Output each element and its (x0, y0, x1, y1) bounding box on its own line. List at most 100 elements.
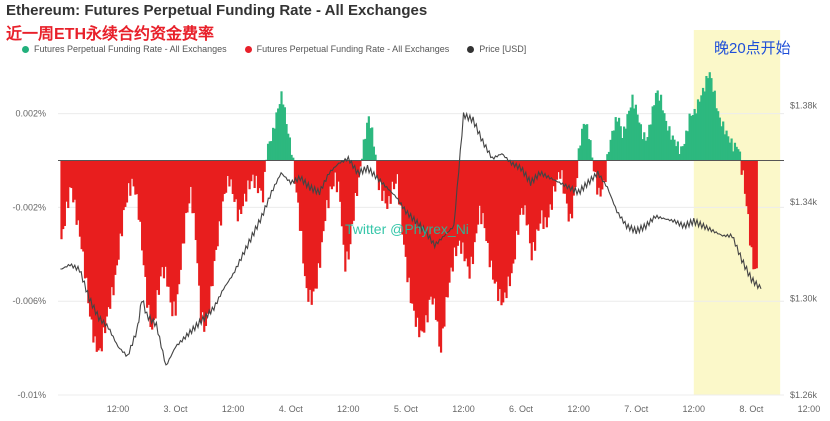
funding-bar-365 (673, 139, 676, 161)
funding-bar-66 (171, 160, 174, 317)
funding-bar-367 (676, 141, 679, 161)
funding-bar-125 (270, 141, 273, 161)
funding-bar-76 (188, 160, 191, 204)
funding-bar-343 (636, 114, 639, 161)
funding-bar-45 (135, 160, 139, 195)
funding-bar-322 (601, 160, 604, 190)
funding-bar-70 (177, 160, 181, 285)
funding-bar-302 (567, 160, 570, 222)
funding-bar-279 (528, 160, 532, 244)
funding-bar-46 (137, 160, 140, 220)
right-tick-label-3: $1.26k (790, 390, 818, 400)
funding-bar-192 (382, 160, 386, 191)
funding-bar-52 (147, 160, 150, 305)
funding-bar-259 (495, 160, 498, 282)
funding-bar-169 (344, 160, 347, 272)
x-tick-label-2: 12:00 (222, 404, 245, 414)
funding-bar-86 (204, 160, 208, 326)
funding-bar-142 (298, 160, 302, 231)
funding-bar-348 (644, 140, 648, 161)
funding-bar-200 (396, 160, 399, 175)
funding-bar-144 (302, 160, 305, 264)
funding-bar-105 (236, 160, 239, 222)
funding-bar-190 (379, 160, 382, 182)
funding-bar-30 (110, 160, 113, 288)
funding-bar-222 (433, 160, 436, 299)
funding-bar-325 (606, 154, 609, 161)
funding-bar-391 (717, 111, 720, 161)
legend-item-price[interactable]: Price [USD] (467, 44, 526, 54)
funding-bar-347 (643, 132, 646, 161)
funding-bar-370 (681, 146, 684, 161)
funding-bar-131 (280, 91, 283, 161)
funding-bar-37 (122, 160, 125, 211)
funding-bar-208 (409, 160, 412, 304)
right-tick-label-2: $1.30k (790, 293, 818, 303)
funding-bar-411 (750, 160, 753, 248)
funding-bar-151 (314, 160, 317, 289)
funding-bar-398 (728, 142, 732, 161)
funding-bar-361 (666, 130, 669, 161)
funding-bar-118 (258, 160, 261, 189)
funding-bar-285 (539, 160, 542, 224)
funding-bar-224 (436, 160, 439, 322)
funding-bar-327 (609, 139, 612, 161)
funding-bar-402 (735, 146, 738, 161)
funding-bar-255 (488, 160, 491, 268)
left-axis: 0.002% -0.002% -0.006% -0.01% (12, 109, 46, 400)
funding-bar-16 (87, 160, 90, 304)
funding-bar-49 (142, 160, 145, 266)
funding-bar-413 (754, 160, 757, 269)
funding-bar-286 (540, 160, 543, 211)
funding-bar-175 (354, 160, 357, 193)
legend-item-funding-positive[interactable]: Futures Perpetual Funding Rate - All Exc… (22, 44, 227, 54)
funding-bar-404 (738, 151, 742, 161)
x-tick-label-10: 12:00 (683, 404, 706, 414)
funding-bar-165 (337, 160, 340, 182)
funding-bar-321 (599, 160, 602, 197)
funding-bar-48 (141, 160, 144, 251)
funding-bar-303 (569, 160, 572, 214)
funding-bar-84 (201, 160, 204, 313)
funding-bar-330 (614, 117, 617, 161)
funding-bar-77 (189, 160, 192, 187)
funding-bar-178 (359, 160, 362, 167)
funding-bar-383 (703, 91, 706, 161)
funding-bar-225 (438, 160, 441, 347)
funding-bar-167 (340, 160, 344, 227)
funding-bar-186 (372, 146, 375, 161)
funding-bar-149 (310, 160, 313, 305)
funding-bar-267 (508, 160, 512, 287)
funding-bar-8 (73, 160, 77, 200)
funding-bar-375 (690, 115, 693, 161)
chart-title: Ethereum: Futures Perpetual Funding Rate… (6, 2, 428, 19)
funding-bar-74 (184, 160, 187, 214)
funding-bar-245 (471, 160, 475, 265)
funding-bar-126 (272, 127, 275, 161)
funding-bar-71 (179, 160, 182, 270)
funding-bar-376 (691, 114, 695, 161)
funding-bar-53 (149, 160, 152, 327)
x-tick-label-7: 6. Oct (509, 404, 534, 414)
funding-bar-216 (423, 160, 426, 333)
funding-bar-211 (414, 160, 417, 327)
funding-bar-128 (275, 112, 278, 161)
funding-bar-72 (181, 160, 184, 244)
funding-bar-195 (387, 160, 391, 197)
funding-bar-116 (255, 160, 258, 176)
funding-bar-134 (285, 124, 288, 161)
funding-bar-137 (290, 154, 293, 161)
legend-item-funding-negative[interactable]: Futures Perpetual Funding Rate - All Exc… (244, 44, 449, 54)
funding-bar-350 (648, 124, 651, 161)
funding-bar-91 (213, 160, 216, 262)
funding-bar-272 (517, 160, 520, 235)
funding-bar-334 (621, 137, 624, 161)
funding-bar-68 (174, 160, 177, 316)
funding-bar-9 (75, 160, 78, 225)
funding-bar-299 (562, 160, 565, 194)
funding-bar-311 (582, 123, 585, 161)
funding-bar-328 (611, 130, 614, 161)
funding-bar-377 (693, 108, 696, 161)
funding-bar-26 (104, 160, 107, 334)
